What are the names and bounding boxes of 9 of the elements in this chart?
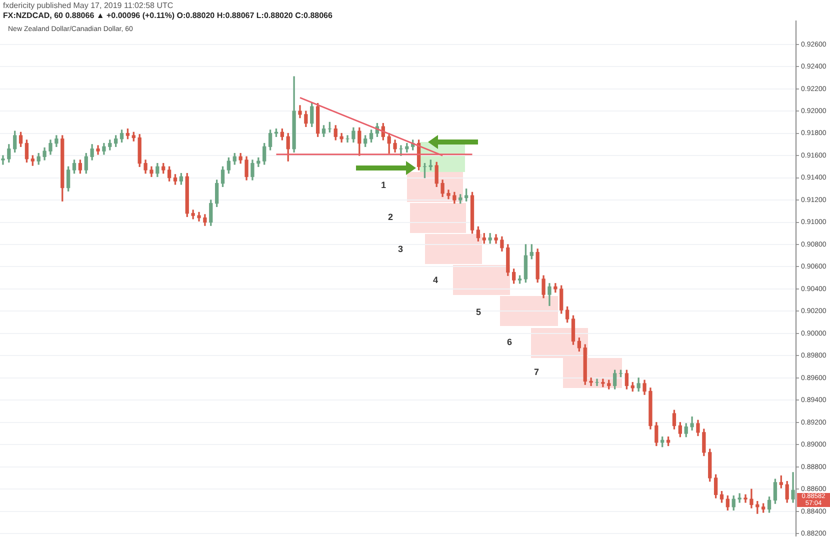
text: FX:NZDCAD, 60 0.88066 ▲ +0.00096 (+0.11%) O:0.88020 H:0.88067 L:0.88020 C:0.88066 bbox=[3, 11, 332, 20]
annotation: 6 bbox=[507, 337, 512, 347]
annotation: 7 bbox=[534, 367, 540, 377]
annotation: 5 bbox=[476, 307, 482, 317]
annotation: 4 bbox=[433, 275, 438, 285]
text: fxdericity published May 17, 2019 11:02:58 UTC bbox=[3, 1, 174, 10]
annotation: 3 bbox=[398, 244, 404, 254]
annotation: 1 bbox=[381, 180, 386, 190]
annotation: 2 bbox=[388, 212, 394, 222]
